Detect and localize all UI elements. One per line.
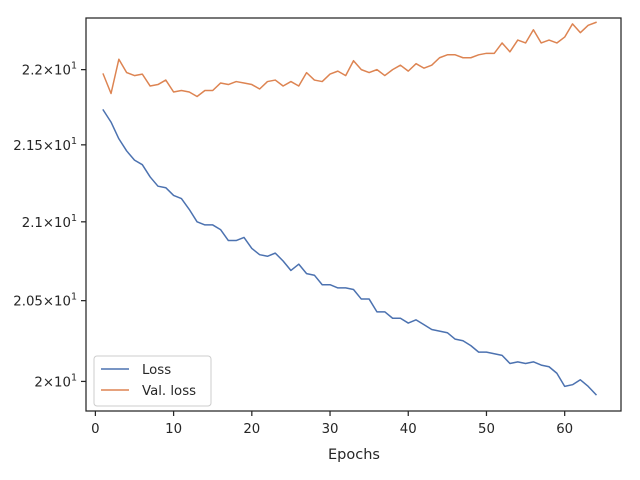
legend-label: Val. loss — [142, 384, 196, 399]
y-axis: 2×101 2.05×101 2.1×101 2.15×101 2.2×101 — [13, 61, 86, 390]
x-tick-label: 30 — [322, 422, 339, 437]
series-layer — [102, 21, 598, 396]
y-tick-label: 2×101 — [34, 372, 77, 390]
x-tick-label: 20 — [243, 422, 260, 437]
series-line-loss — [102, 108, 598, 396]
x-axis-label: Epochs — [328, 447, 380, 463]
legend-label: Loss — [142, 363, 171, 378]
x-tick-label: 40 — [400, 422, 417, 437]
y-tick-label: 2.2×101 — [22, 61, 77, 79]
series-line-val-loss — [102, 21, 597, 98]
y-tick-label: 2.1×101 — [22, 213, 77, 231]
x-tick-label: 10 — [165, 422, 182, 437]
plot-frame — [85, 17, 622, 412]
x-tick-label: 0 — [91, 422, 99, 437]
x-tick-label: 60 — [556, 422, 573, 437]
y-tick-label: 2.15×101 — [13, 136, 77, 154]
x-tick-label: 50 — [478, 422, 495, 437]
y-tick-label: 2.05×101 — [13, 292, 77, 310]
x-axis: 0 10 20 30 40 50 60 — [91, 411, 573, 437]
legend: Loss Val. loss — [93, 355, 212, 407]
